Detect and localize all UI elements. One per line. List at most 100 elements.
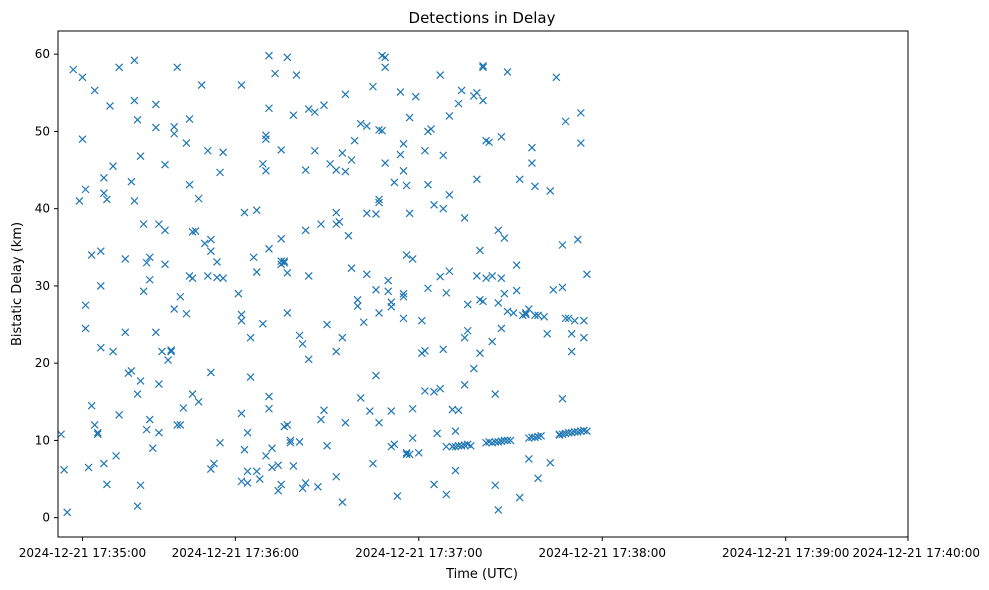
data-point [488,271,497,280]
data-point [494,299,503,307]
data-point [133,390,142,399]
x-tick-label: 2024-12-21 17:37:00 [355,546,482,560]
x-axis: 2024-12-21 17:35:00 2024-12-21 17:36:00 20… [19,537,980,560]
data-point [399,139,408,148]
data-point [402,181,411,190]
data-point [540,312,549,321]
data-point [90,86,99,95]
data-point [133,502,142,511]
data-point [295,331,304,340]
data-point [154,220,163,229]
data-point [405,450,414,459]
data-point [161,160,169,169]
data-point [323,441,331,450]
data-point [485,438,494,446]
data-point [96,282,105,290]
data-point [454,99,463,108]
data-point [240,208,249,217]
data-point [381,159,390,168]
y-axis-label: Bistatic Delay (km) [10,222,25,346]
data-point [99,189,108,198]
data-point [558,241,567,249]
data-point [203,146,212,155]
data-point [265,104,273,113]
y-tick-label: 10 [35,433,50,447]
data-point [185,180,194,189]
data-point [521,310,530,319]
data-point [460,380,469,389]
data-point [130,96,139,105]
data-point [246,333,255,342]
data-point [313,482,322,491]
data-point [304,271,313,280]
data-point [433,429,442,438]
data-point [136,377,145,385]
data-point [485,138,494,147]
y-tick-label: 0 [42,511,50,525]
data-point [503,68,512,76]
data-point [323,320,331,329]
data-point [378,126,387,135]
data-point [442,490,451,499]
data-point [546,458,555,467]
data-point [93,428,102,437]
data-point [359,318,368,327]
data-point [145,415,154,424]
data-point [365,407,374,416]
data-point [531,182,539,191]
data-point [503,436,512,445]
data-point [206,247,215,256]
data-point [234,289,243,298]
data-point [188,390,197,399]
data-point [479,96,487,105]
x-tick-label: 2024-12-21 17:35:00 [19,546,146,560]
data-point [381,63,390,72]
data-point [310,146,319,155]
data-point [494,226,503,235]
data-point [81,324,90,333]
data-point [317,220,325,229]
data-point [402,450,411,459]
data-point [261,131,270,140]
data-point [583,270,591,279]
data-point [509,309,518,317]
data-point [93,430,102,439]
data-point [500,289,509,298]
data-point [479,63,487,72]
data-point [148,444,157,453]
data-point [90,421,99,429]
data-point [176,292,185,301]
data-point [87,251,96,259]
data-point [277,480,286,489]
data-point [375,309,383,317]
data-point [482,274,490,283]
data-point [564,314,573,323]
data-point [491,481,500,490]
data-point [210,459,218,468]
data-point [258,159,267,168]
data-point [408,254,417,263]
data-point [158,347,166,356]
data-point [430,480,439,489]
data-point [399,314,408,323]
data-point [500,436,509,445]
data-point [500,234,509,242]
data-point [369,459,377,468]
data-point [304,355,313,364]
data-point [494,506,503,514]
data-point [436,71,445,79]
x-axis-label: Time (UTC) [445,567,518,582]
data-point [372,210,380,219]
data-point [57,430,65,439]
data-point [445,190,454,199]
points-layer [57,51,591,517]
data-point [265,404,273,413]
data-point [442,442,451,451]
data-point [164,356,172,365]
data-point [173,421,182,429]
data-point [439,345,448,354]
data-point [527,159,536,168]
data-point [99,459,108,468]
data-point [268,444,276,453]
y-tick-label: 20 [35,356,50,370]
